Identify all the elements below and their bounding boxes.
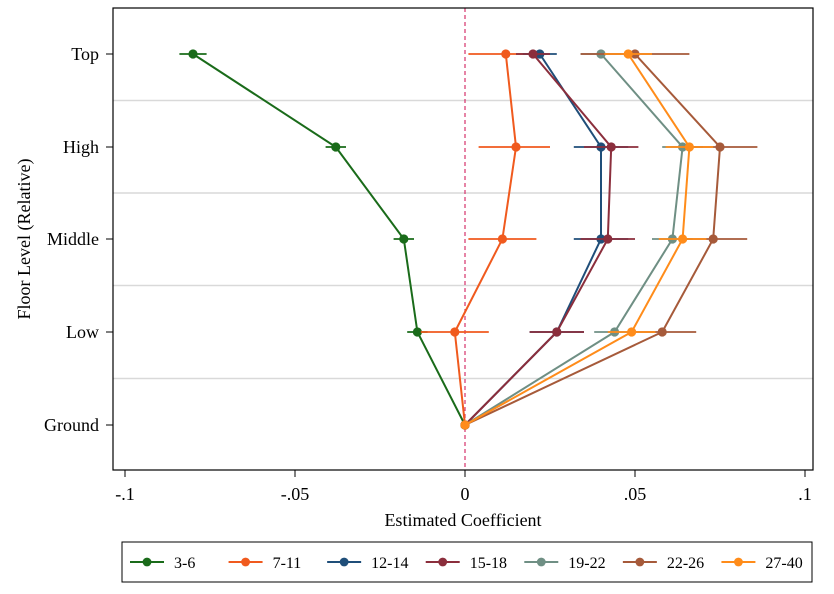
y-tick-label: Ground xyxy=(44,415,99,435)
legend-label: 7-11 xyxy=(273,555,302,572)
data-point xyxy=(627,327,637,337)
legend-item: 12-14 xyxy=(327,555,408,572)
data-point xyxy=(678,234,688,244)
legend-frame xyxy=(121,541,813,583)
data-point xyxy=(188,49,198,59)
series-15-18 xyxy=(460,49,639,430)
x-tick-label: -.1 xyxy=(115,484,135,504)
data-point xyxy=(684,142,695,152)
grid-lines xyxy=(113,99,813,380)
data-point xyxy=(511,142,521,152)
legend-swatch-marker xyxy=(536,557,546,567)
series-group xyxy=(179,49,758,430)
x-tick-label: .1 xyxy=(798,484,812,504)
legend-item: 15-18 xyxy=(425,555,507,572)
y-tick-label: Top xyxy=(71,44,99,64)
data-point xyxy=(399,234,409,244)
y-tick-label: Middle xyxy=(47,229,99,249)
data-point xyxy=(331,142,341,152)
x-axis-title: Estimated Coefficient xyxy=(384,510,541,530)
legend-label: 19-22 xyxy=(568,555,605,572)
data-point xyxy=(450,327,460,337)
legend-item: 27-40 xyxy=(721,555,803,572)
series-3-6 xyxy=(179,49,470,430)
legend-item: 3-6 xyxy=(130,555,195,572)
legend-swatch-marker xyxy=(438,557,448,567)
data-point xyxy=(606,142,616,152)
legend-label: 12-14 xyxy=(371,555,408,572)
legend-swatch-marker xyxy=(142,557,152,567)
legend-swatch-marker xyxy=(734,557,743,567)
legend-swatch-marker xyxy=(339,557,349,567)
legend-item: 22-26 xyxy=(622,555,704,572)
data-point xyxy=(460,420,470,430)
series-27-40 xyxy=(460,49,714,430)
data-point xyxy=(501,49,511,59)
legend: 3-6 7-11 12-14 15-18 19-22 22-26 27-40 xyxy=(121,541,813,583)
data-point xyxy=(708,234,718,244)
legend-item: 7-11 xyxy=(228,555,302,572)
legend-swatch-marker xyxy=(635,557,645,567)
legend-label: 3-6 xyxy=(174,555,195,572)
y-tick-label: High xyxy=(63,137,99,157)
x-tick-label: 0 xyxy=(461,484,470,504)
x-tick-label: -.05 xyxy=(281,484,310,504)
legend-label: 27-40 xyxy=(765,555,802,572)
data-point xyxy=(603,234,613,244)
y-axis: Top High Middle Low Ground xyxy=(44,44,113,435)
legend-label: 15-18 xyxy=(470,555,507,572)
y-axis-title: Floor Level (Relative) xyxy=(14,159,35,320)
data-point xyxy=(412,327,422,337)
series-7-11 xyxy=(420,49,550,430)
x-axis: -.1 -.05 0 .05 .1 xyxy=(115,470,812,504)
data-point xyxy=(715,142,725,152)
legend-label: 22-26 xyxy=(667,555,704,572)
data-point xyxy=(657,327,667,337)
legend-swatch-marker xyxy=(241,557,250,567)
y-tick-label: Low xyxy=(66,322,99,342)
series-line xyxy=(192,53,466,426)
data-point xyxy=(623,49,633,59)
data-point xyxy=(552,327,562,337)
data-point xyxy=(497,234,507,244)
x-tick-label: .05 xyxy=(624,484,647,504)
legend-item: 19-22 xyxy=(524,555,606,572)
data-point xyxy=(528,49,538,59)
